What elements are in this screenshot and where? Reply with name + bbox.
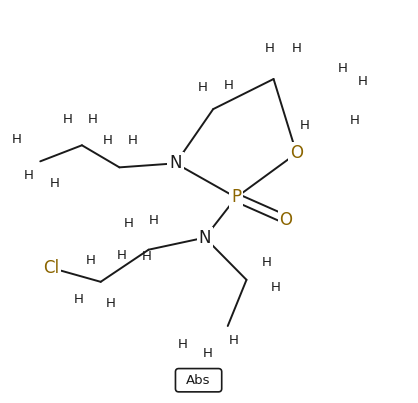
FancyBboxPatch shape [176, 369, 222, 392]
Text: H: H [203, 347, 213, 360]
Text: O: O [290, 144, 303, 162]
Text: H: H [350, 114, 360, 127]
Text: H: H [142, 250, 151, 264]
Text: H: H [103, 134, 113, 147]
Text: H: H [24, 169, 34, 182]
Text: H: H [178, 338, 188, 351]
Text: H: H [224, 79, 234, 92]
Text: N: N [169, 154, 182, 172]
Text: H: H [149, 214, 159, 227]
Text: Cl: Cl [43, 259, 59, 277]
Text: H: H [74, 293, 84, 306]
Text: H: H [50, 177, 60, 190]
Text: H: H [85, 254, 95, 268]
Text: H: H [229, 334, 239, 347]
Text: H: H [117, 249, 127, 262]
Text: N: N [199, 229, 211, 247]
Text: H: H [291, 42, 301, 54]
Text: H: H [337, 62, 347, 75]
Text: H: H [128, 134, 138, 147]
Text: H: H [358, 75, 368, 87]
Text: H: H [106, 297, 116, 310]
Text: H: H [12, 133, 21, 146]
Text: H: H [88, 113, 98, 126]
Text: Abs: Abs [186, 374, 211, 387]
Text: H: H [124, 217, 134, 230]
Text: H: H [262, 256, 271, 269]
Text: H: H [63, 113, 73, 126]
Text: P: P [231, 189, 241, 206]
Text: O: O [280, 211, 293, 229]
Text: H: H [271, 281, 280, 294]
Text: H: H [265, 42, 274, 54]
Text: H: H [300, 119, 310, 132]
Text: H: H [198, 81, 208, 93]
